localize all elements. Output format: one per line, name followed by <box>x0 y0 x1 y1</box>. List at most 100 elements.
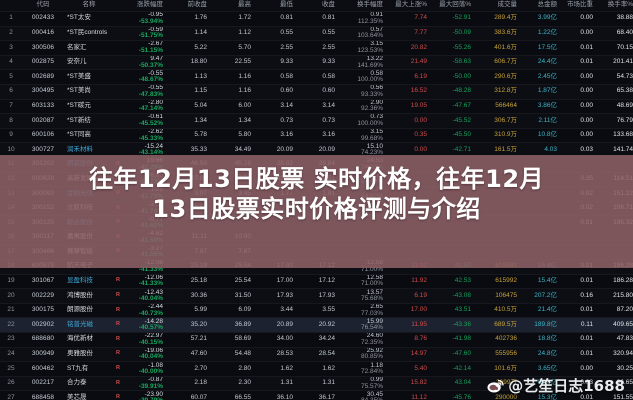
total-amount: 1.22亿 <box>520 26 560 42</box>
column-header-0[interactable] <box>0 0 22 12</box>
column-header-7[interactable]: 收盘 <box>296 0 338 12</box>
market-share: 0.00 <box>560 361 596 377</box>
market-share: 0.01 <box>560 332 596 348</box>
low-price: 1.62 <box>254 361 296 377</box>
change-cell: R -36.60 -41.73% <box>114 172 166 188</box>
table-body[interactable]: 1 002433 *ST太安 -0.95 -53.94% 1.76 1.72 0.81 0.81… <box>0 11 633 400</box>
table-row[interactable]: 23 688680 海优新材 R -22.97 -40.15% 57.21 58.69 34.0… <box>0 332 633 348</box>
change-cell: -2.62 -45.33% <box>114 128 166 144</box>
high-price: 2.30 <box>210 376 254 392</box>
row-index: 5 <box>0 69 22 85</box>
change-value: -0.95 <box>148 11 163 19</box>
prev-close: 46.50 <box>166 157 210 173</box>
table-row[interactable]: 3 300506 名家汇 -2.67 -51.15% 5.22 5.70 2.55 2.55 3.… <box>0 40 633 56</box>
table-row[interactable]: 11 301202 朗威股份 R 19.66 -42.29% 46.50 45.28 26.82… <box>0 157 633 173</box>
column-header-8[interactable]: 换手幅度 <box>338 0 386 12</box>
table-header-row: 代码 名称 涨跌幅度 前收盘 最高 最低 收盘 换手幅度 最大上涨% 最大回落% 成交量 总金额 市场比… <box>0 0 633 12</box>
column-header-12[interactable]: 总金额 <box>520 0 560 12</box>
table-row[interactable]: 5 002689 *ST美盛 -0.55 -48.67% 1.13 1.16 0.58 0.58… <box>0 69 633 85</box>
stock-name: 显盈科技 <box>64 274 114 290</box>
low-price <box>254 245 296 261</box>
high-price: 1.72 <box>210 11 254 27</box>
table-row[interactable]: 20 002229 鸿博股份 R -12.43 -40.04% 30.36 31.50 17.9… <box>0 288 633 304</box>
turnover-rate: 151.22 <box>596 186 633 202</box>
close-price: 17.93 <box>296 288 338 304</box>
table-row[interactable]: 10 300727 润禾材料 -15.24 -43.14% 35.33 34.49 20.09… <box>0 142 633 158</box>
close-price: 17.12 <box>296 274 338 290</box>
table-row[interactable]: 18 600879 航天电子 -12.06 -41.33% 25.18 25.54 17.00… <box>0 259 633 275</box>
table-row[interactable]: 26 002217 合力泰 R -0.87 -39.91% 2.18 2.30 1.31 1.31… <box>0 376 633 392</box>
turnover-percent: 80.85% <box>360 353 383 361</box>
turnover-value: 15.99 <box>366 317 383 325</box>
column-header-9[interactable]: 最大上涨% <box>386 0 430 12</box>
turnover-cell: 12.58 71.00% <box>338 259 386 275</box>
max-down-percent: -43.36 <box>430 317 474 334</box>
volume: 401.6万 <box>474 40 520 56</box>
table-row[interactable]: 16 300117 嘉寓股份 R -4.62 -41.58% 11.11 10.90 <box>0 230 633 246</box>
high-price: 54.48 <box>210 347 254 363</box>
table-row[interactable]: 24 300949 奥雅股份 R -19.06 -40.04% 47.60 54.48 28.5… <box>0 347 633 363</box>
stock-code: 300727 <box>22 142 64 158</box>
turnover-rate: 65.38 <box>596 84 633 100</box>
column-header-4[interactable]: 前收盘 <box>166 0 210 12</box>
table-row[interactable]: 4 002875 安奈儿 9.47 -50.37% 18.80 22.55 9.33 9.33 1… <box>0 55 633 71</box>
column-header-2[interactable]: 名称 <box>64 0 114 12</box>
max-up-percent: 6.19 <box>386 69 430 85</box>
change-value: -0.59 <box>148 26 163 33</box>
row-index: 7 <box>0 99 22 115</box>
table-row[interactable]: 7 603133 *ST碳元 -2.80 -47.14% 5.04 6.00 3.14 3.14… <box>0 99 633 115</box>
column-header-10[interactable]: 最大回落% <box>430 0 474 12</box>
prev-close <box>166 215 210 231</box>
column-header-3[interactable]: 涨跌幅度 <box>114 0 166 12</box>
high-price: 34.49 <box>210 142 254 158</box>
close-price <box>296 201 338 217</box>
row-index: 12 <box>0 172 22 188</box>
stock-name: 高新发展 <box>64 172 114 188</box>
volume <box>474 230 520 246</box>
column-header-13[interactable]: 市场比重 <box>560 0 596 12</box>
volume <box>474 157 520 173</box>
table-row[interactable]: 8 002087 *ST新纺 -0.61 -45.52% 1.34 1.34 0.73 0.73… <box>0 113 633 129</box>
column-header-11[interactable]: 成交量 <box>474 0 520 12</box>
max-up-percent: 21.49 <box>386 55 430 71</box>
change-percent: -39.79% <box>117 398 163 400</box>
close-price: 9.33 <box>296 55 338 71</box>
total-amount <box>520 201 560 217</box>
max-up-percent: 0.35 <box>386 128 430 144</box>
row-index: 22 <box>0 317 22 334</box>
table-row[interactable]: 1 002433 *ST太安 -0.95 -53.94% 1.76 1.72 0.81 0.81… <box>0 11 633 27</box>
column-header-1[interactable]: 代码 <box>22 0 64 12</box>
table-row[interactable]: 22 002902 铭普光磁 R -14.28 -40.57% 35.20 36.89 20.8… <box>0 317 633 334</box>
prev-close: 5.22 <box>166 40 210 56</box>
r-flag-icon: R <box>116 365 120 372</box>
market-share: 0.16 <box>560 288 596 304</box>
table-row[interactable]: 9 600106 *ST同高 -2.62 -45.33% 5.78 5.80 3.16 3.16… <box>0 128 633 144</box>
table-row[interactable]: 25 600462 ST九有 R -1.08 -40.00% 2.70 2.80 1.62 1.6… <box>0 361 633 377</box>
turnover-rate: 320.94 <box>596 347 633 363</box>
table-row[interactable]: 19 301067 显盈科技 R -12.06 -41.33% 25.18 25.54 17.0… <box>0 274 633 290</box>
turnover-rate: 106.71 <box>596 201 633 217</box>
column-header-6[interactable]: 最低 <box>254 0 296 12</box>
close-price: 1.81 <box>296 186 338 202</box>
stock-name: *ST同高 <box>64 128 114 144</box>
table-row[interactable]: 21 300175 朗源股份 R -2.44 -40.73% 5.99 6.09 3.44 3.5… <box>0 303 633 319</box>
table-row[interactable]: 12 000628 高新发展 R -36.60 -41.73% 87.00 88.70 49.5… <box>0 172 633 188</box>
table-row[interactable]: 17 300466 赛摩智能 R -3.27 -41.55% 7.87 7.87 <box>0 245 633 261</box>
stock-name: 安奈儿 <box>64 55 114 71</box>
volume: 402736 <box>474 332 520 348</box>
total-amount <box>520 215 560 231</box>
prev-close: 60.07 <box>166 390 210 400</box>
table-row[interactable]: 2 000416 *ST民controls -0.59 -51.75% 1.14 1.12 0… <box>0 26 633 42</box>
table-row[interactable]: 6 300495 *ST美尚 -0.55 -47.83% 1.15 1.16 0.60 0.60… <box>0 84 633 100</box>
turnover-value: 13.57 <box>366 288 383 296</box>
column-header-14[interactable]: 换手率% <box>596 0 633 12</box>
table-row[interactable]: 13 300093 金刚光伏 R -1.29 -41.72% 3.07 3.45 1.77 1.8… <box>0 186 633 202</box>
change-value: -2.44 <box>148 303 163 311</box>
column-header-5[interactable]: 最高 <box>210 0 254 12</box>
turnover-cell: 30.4584.35% <box>338 390 386 400</box>
prev-close: 25.18 <box>166 259 210 275</box>
